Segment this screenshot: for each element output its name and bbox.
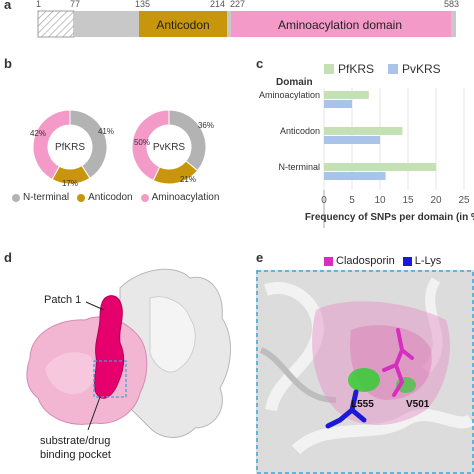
tick-label: 77 — [70, 0, 80, 9]
ribbon — [291, 409, 474, 455]
bar-pfkrs — [324, 163, 436, 171]
slice-pct-label: 42% — [30, 129, 46, 138]
tick-label: 227 — [230, 0, 245, 9]
residue-label: V501 — [406, 399, 430, 410]
legend-label: PfKRS — [338, 62, 374, 76]
x-axis-label: Frequency of SNPs per domain (in %) — [305, 212, 474, 223]
protein-surface-highlight — [45, 352, 96, 395]
patch-label: Patch 1 — [44, 294, 81, 306]
donut-pvkrs — [131, 109, 207, 185]
ligand-legend: Cladosporin L-Lys — [324, 255, 441, 267]
c-terminal-region — [451, 11, 456, 37]
legend-item: N-terminal — [12, 192, 69, 203]
panel-e-letter: e — [256, 250, 264, 265]
legend-swatch — [140, 193, 149, 202]
x-tick-label: 25 — [458, 195, 470, 206]
legend-swatch — [388, 64, 398, 74]
cladosporin-molecule — [382, 328, 414, 397]
panel-b-letter: b — [4, 56, 12, 71]
binding-site-image: L555 V501 — [256, 270, 474, 474]
bar-pvkrs — [324, 172, 386, 180]
legend-item: L-Lys — [402, 255, 442, 267]
tick-label: 1 — [36, 0, 41, 9]
residue-label: L555 — [351, 399, 374, 410]
legend-label: N-terminal — [23, 192, 70, 203]
legend-item: Anticodon — [77, 192, 133, 203]
tick-label: 214 — [210, 0, 225, 9]
protein-surface-lobe — [149, 296, 196, 373]
domain-map: 1 77 135 214 227 583 Anticodon Aminoacyl… — [36, 0, 459, 38]
legend-label: Anticodon — [88, 192, 133, 203]
x-tick-label: 20 — [430, 195, 442, 206]
donut-center-label: PfKRS — [55, 142, 85, 153]
legend-swatch — [402, 256, 412, 266]
legend-label: L-Lys — [414, 255, 442, 267]
snp-bar-chart: PfKRS PvKRS Domain Aminoacylation Anticod… — [259, 62, 474, 228]
category-label: Aminoacylation — [259, 90, 320, 100]
bar-pvkrs — [324, 136, 380, 144]
legend-swatch — [77, 193, 86, 202]
legend-label: PvKRS — [402, 62, 441, 76]
residue-surface-green — [348, 368, 380, 392]
legend-item: Aminoacylation — [140, 192, 220, 203]
pocket-label-line2: binding pocket — [40, 449, 111, 461]
legend-item: Cladosporin — [324, 255, 395, 267]
zoom-frame — [256, 270, 474, 474]
tick-label: 583 — [444, 0, 459, 9]
category-label: Anticodon — [280, 126, 320, 136]
slice-pct-label: 50% — [134, 138, 150, 147]
bar-pfkrs — [324, 127, 403, 135]
disordered-region — [37, 10, 75, 38]
ribbon — [259, 347, 337, 403]
x-tick-label: 5 — [349, 195, 355, 206]
x-tick-label: 10 — [374, 195, 386, 206]
binding-pocket-box — [93, 360, 127, 398]
bar-pvkrs — [324, 100, 352, 108]
slice-pct-label: 36% — [198, 121, 214, 130]
donut-pfkrs — [32, 109, 108, 185]
donut-slice — [131, 109, 170, 182]
panel-a-letter: a — [4, 0, 12, 12]
aminoacylation-domain-bar — [231, 11, 451, 37]
linker-region — [227, 11, 231, 37]
aminoacylation-label: Aminoacylation domain — [278, 18, 402, 32]
x-tick-labels: 0 5 10 15 20 25 — [321, 195, 470, 206]
n-terminal-region — [74, 11, 139, 37]
x-tick-label: 0 — [321, 195, 327, 206]
legend-swatch — [324, 256, 333, 266]
bar-pfkrs — [324, 91, 369, 99]
l-lys-molecule — [325, 389, 367, 429]
donut-charts: PfKRS PvKRS 41% 17% 42% 36% 21% 50% — [30, 109, 214, 188]
anticodon-label: Anticodon — [156, 18, 209, 32]
ribbon — [264, 282, 324, 412]
pocket-label-line1: substrate/drug — [40, 435, 110, 447]
pocket-surface — [312, 301, 450, 425]
legend-title: Domain — [276, 77, 313, 88]
anticodon-domain-bar — [139, 11, 227, 37]
category-label: N-terminal — [278, 162, 320, 172]
legend-swatch — [12, 193, 20, 202]
donut-center-label: PvKRS — [153, 142, 186, 153]
panel-d-letter: d — [4, 250, 12, 265]
slice-pct-label: 41% — [98, 127, 114, 136]
slice-pct-label: 17% — [62, 179, 78, 188]
donut-slice — [168, 109, 207, 172]
slice-pct-label: 21% — [180, 175, 196, 184]
protein-surface-image: Patch 1 substrate/drug binding pocket — [26, 268, 231, 461]
legend-label: Aminoacylation — [151, 192, 220, 203]
legend-swatch — [324, 64, 334, 74]
ribbon — [422, 277, 443, 374]
x-tick-label: 15 — [402, 195, 414, 206]
bar-group — [323, 88, 465, 190]
donut-legend: N-terminal Anticodon Aminoacylation — [12, 192, 219, 203]
legend-label: Cladosporin — [336, 255, 395, 267]
patch-pointer — [85, 301, 105, 311]
tick-label: 135 — [135, 0, 150, 9]
pocket-pointer — [87, 396, 101, 431]
donut-slice — [32, 109, 71, 181]
panel-c-letter: c — [256, 56, 264, 71]
category-labels: Aminoacylation Anticodon N-terminal — [259, 90, 320, 172]
